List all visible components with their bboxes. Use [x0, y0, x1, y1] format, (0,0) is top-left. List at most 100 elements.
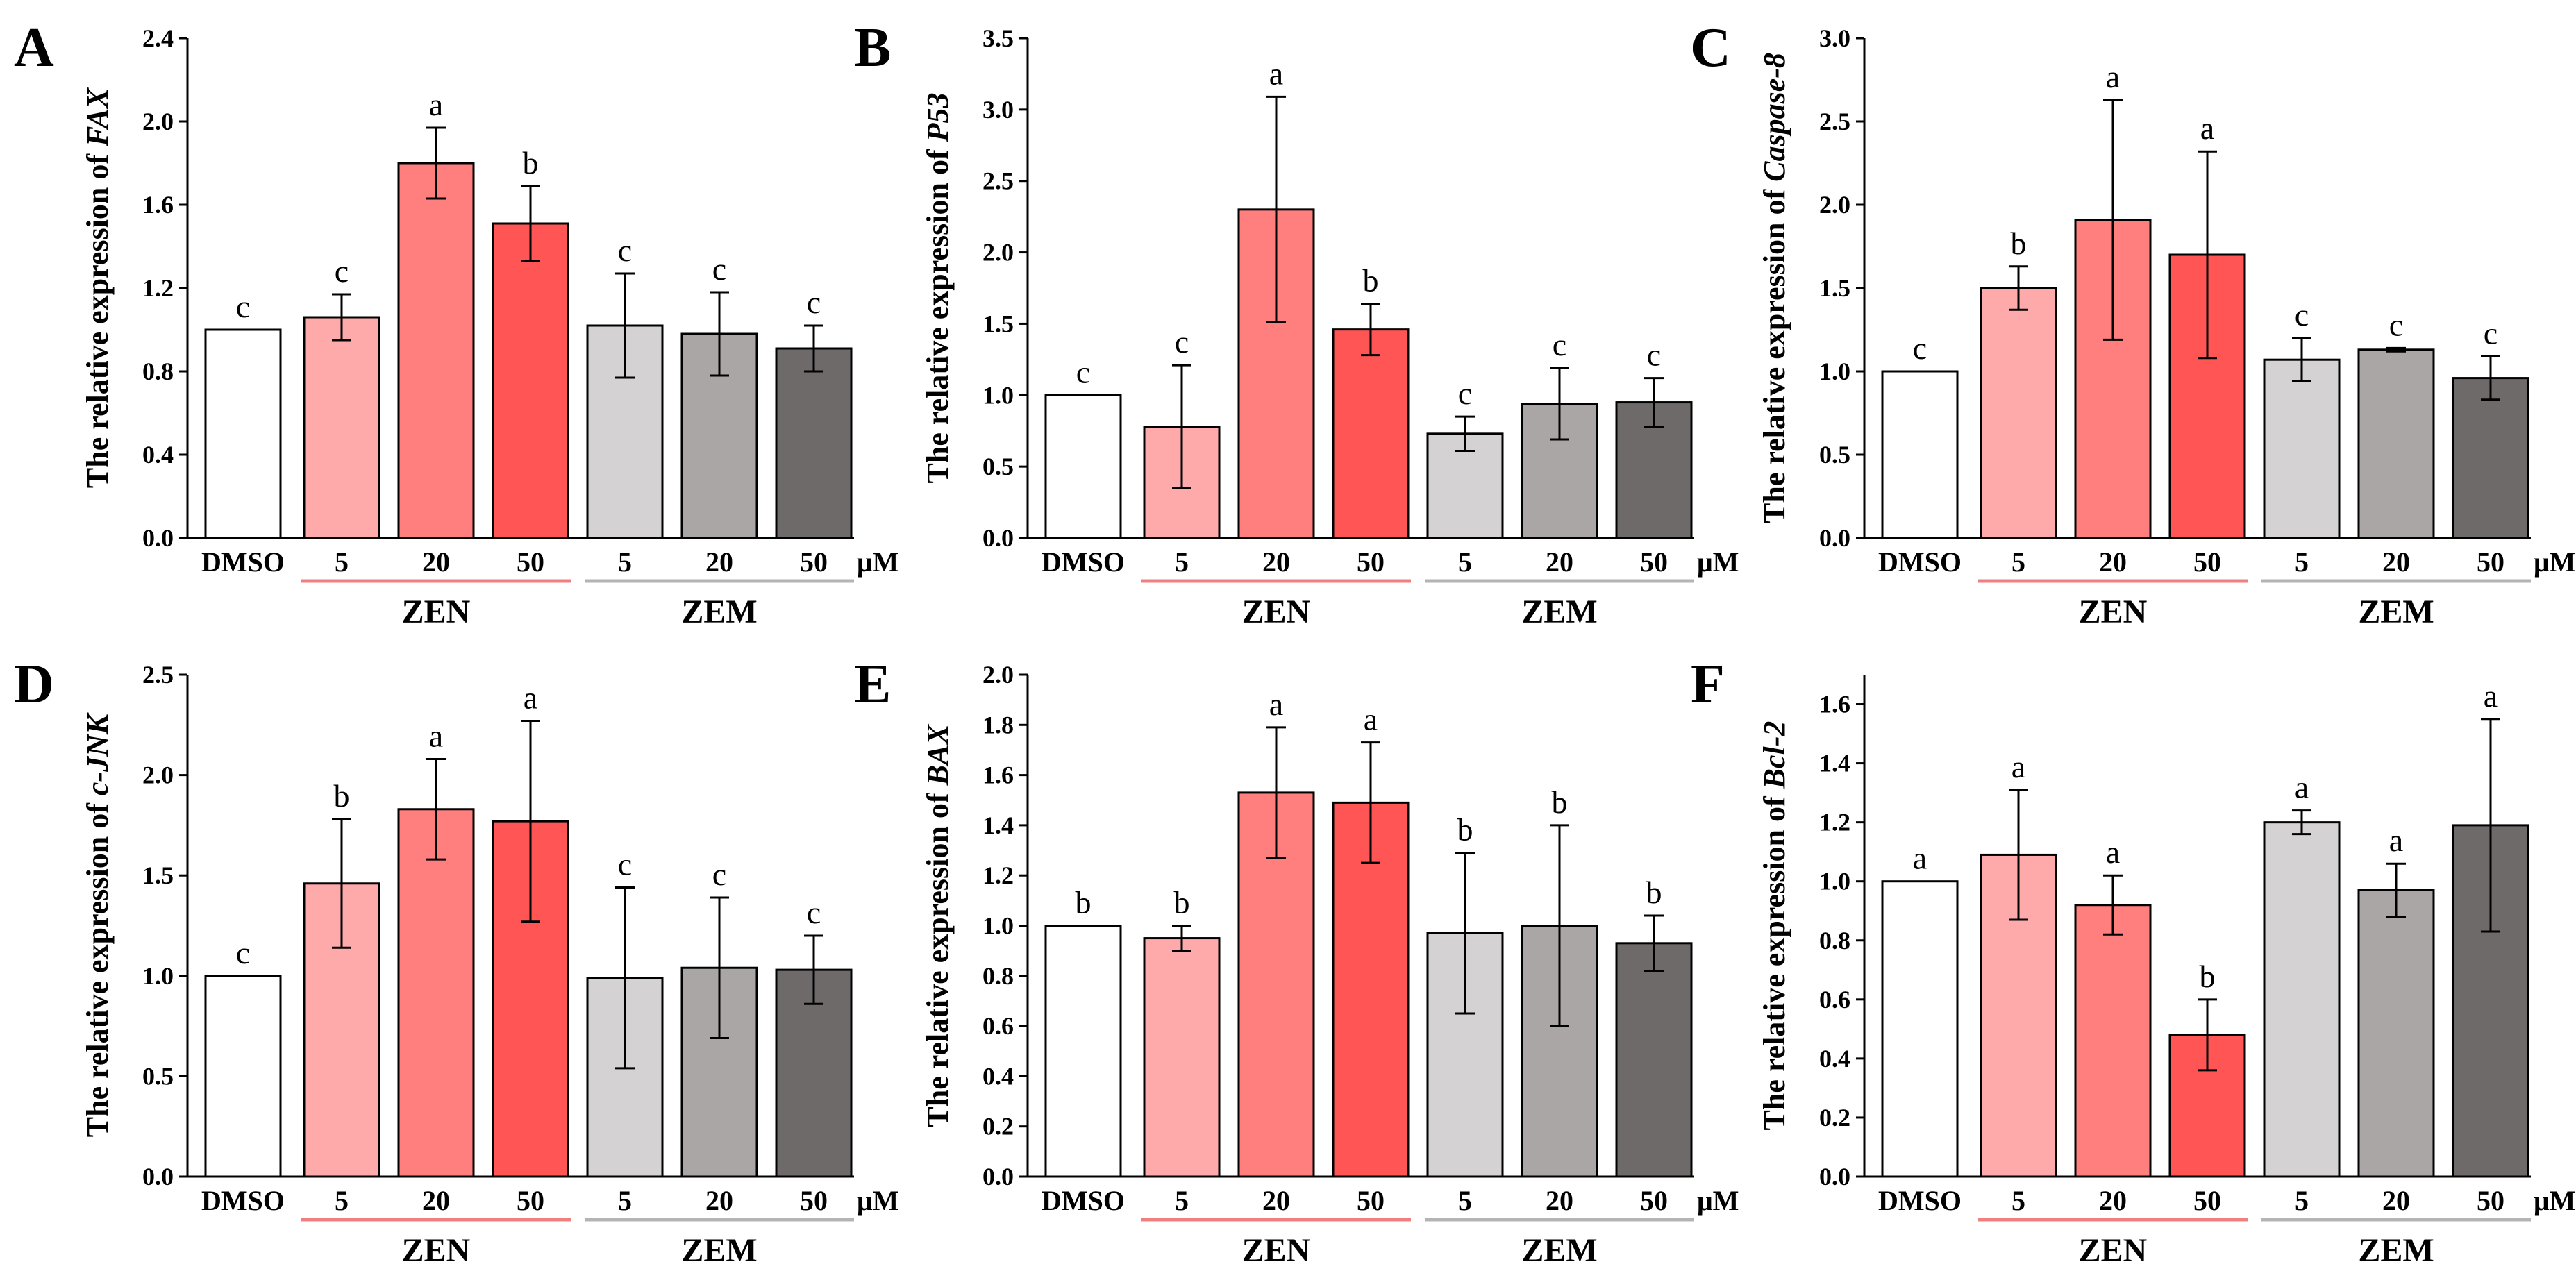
- panel-B: B The relative expression of P53 0.0 0.5 1.0…: [854, 17, 1739, 630]
- bar-dmso: [1881, 880, 1959, 1178]
- panel-letter: A: [14, 17, 54, 78]
- x-category-label: 50: [2477, 546, 2504, 578]
- y-tick-label: 0.8: [1819, 927, 1850, 954]
- y-tick-label: 2.4: [142, 24, 174, 52]
- x-category-label: 5: [618, 1185, 632, 1216]
- significance-letter: a: [2389, 823, 2403, 858]
- y-tick-label: 1.6: [1819, 691, 1850, 718]
- x-category-label: 5: [2295, 1185, 2309, 1216]
- x-category-label: 5: [2012, 1185, 2025, 1216]
- y-tick-label: 0.0: [982, 524, 1014, 552]
- y-axis-label-prefix: The relative expression of: [1757, 182, 1791, 523]
- x-category-label: 5: [2295, 546, 2309, 578]
- y-tick-label: 0.5: [1819, 441, 1850, 469]
- significance-letter: b: [1174, 885, 1190, 920]
- y-axis-label-gene: FAX: [81, 87, 115, 147]
- x-category-label: 50: [1357, 1185, 1385, 1216]
- bar-zen-50: [1332, 801, 1410, 1178]
- y-tick-label: 1.0: [1819, 357, 1850, 385]
- unit-label: μM: [1697, 1185, 1739, 1216]
- group-label-zem: ZEM: [2358, 1232, 2434, 1269]
- significance-letter: b: [1457, 812, 1473, 848]
- x-category-label: 50: [1357, 546, 1385, 578]
- bar-zem-20: [2357, 348, 2435, 539]
- bar-dmso: [1044, 925, 1122, 1178]
- significance-letter: a: [429, 718, 443, 753]
- unit-label: μM: [857, 1185, 898, 1216]
- x-category-label: 50: [800, 546, 828, 578]
- bar-zem-5: [2263, 821, 2341, 1178]
- y-axis-label-gene: Caspase-8: [1757, 53, 1791, 182]
- panel-letter: D: [14, 654, 54, 715]
- y-axis-label: The relative expression of FAX: [81, 87, 115, 488]
- bar-zen-5: [1143, 937, 1221, 1178]
- significance-letter: b: [2200, 959, 2216, 994]
- bar-dmso: [1044, 394, 1122, 539]
- y-tick-label: 2.5: [982, 167, 1014, 195]
- bar-zem-50: [1615, 942, 1693, 1178]
- significance-letter: c: [236, 935, 250, 970]
- unit-label: μM: [1697, 546, 1739, 578]
- x-category-label: 20: [2382, 546, 2410, 578]
- y-tick-label: 0.8: [982, 962, 1014, 990]
- bar-zen-5: [303, 316, 380, 539]
- x-category-label: 5: [2012, 546, 2025, 578]
- significance-letter: a: [1364, 702, 1378, 737]
- significance-letter: c: [2295, 297, 2309, 332]
- x-category-label: 20: [705, 546, 733, 578]
- y-tick-label: 2.5: [1819, 108, 1850, 135]
- y-tick-label: 0.2: [1819, 1104, 1850, 1131]
- significance-letter: b: [1363, 263, 1379, 298]
- significance-letter: b: [1076, 885, 1092, 920]
- significance-letter: c: [1553, 327, 1566, 362]
- y-tick-label: 1.0: [982, 912, 1014, 940]
- y-tick-label: 1.5: [982, 310, 1014, 337]
- group-label-zem: ZEM: [681, 593, 757, 630]
- x-category-label: 50: [2193, 1185, 2221, 1216]
- bar-zen-20: [397, 808, 475, 1178]
- significance-letter: c: [1913, 330, 1927, 366]
- significance-letter: c: [1458, 376, 1472, 411]
- bar-zen-20: [397, 162, 475, 539]
- y-tick-label: 1.0: [1819, 868, 1850, 895]
- unit-label: μM: [2534, 1185, 2575, 1216]
- x-category-label: 50: [1640, 1185, 1668, 1216]
- x-category-label: DMSO: [201, 1185, 285, 1216]
- y-tick-label: 0.4: [142, 441, 174, 469]
- y-tick-label: 1.2: [142, 274, 174, 302]
- y-tick-label: 2.0: [142, 108, 174, 135]
- significance-letter: a: [429, 87, 443, 122]
- y-tick-label: 0.4: [982, 1062, 1014, 1090]
- group-label-zem: ZEM: [1521, 1232, 1597, 1269]
- y-tick-label: 0.5: [982, 453, 1014, 480]
- y-axis-label: The relative expression of BAX: [921, 723, 955, 1127]
- y-axis-label-prefix: The relative expression of: [921, 142, 955, 483]
- y-tick-label: 0.8: [142, 357, 174, 385]
- x-category-label: 5: [335, 546, 349, 578]
- y-tick-label: 1.4: [982, 811, 1014, 839]
- y-axis-label-prefix: The relative expression of: [921, 785, 955, 1127]
- significance-letter: c: [2389, 307, 2403, 342]
- significance-letter: c: [712, 251, 726, 287]
- significance-letter: a: [524, 680, 537, 716]
- x-category-label: 20: [422, 546, 450, 578]
- panel-C: C The relative expression of Caspase-8 0.0…: [1691, 17, 2575, 630]
- x-category-label: 50: [2193, 546, 2221, 578]
- x-category-label: 20: [1262, 1185, 1290, 1216]
- y-tick-label: 1.6: [142, 191, 174, 219]
- y-tick-label: 3.0: [982, 96, 1014, 124]
- x-category-label: DMSO: [1042, 1185, 1125, 1216]
- significance-letter: a: [2012, 749, 2025, 784]
- significance-letter: c: [1647, 337, 1661, 373]
- significance-letter: c: [807, 285, 821, 320]
- y-tick-label: 0.6: [982, 1012, 1014, 1040]
- group-label-zen: ZEN: [1242, 1232, 1311, 1269]
- x-category-label: 5: [1458, 546, 1472, 578]
- y-axis-label-gene: c-JNK: [81, 712, 115, 795]
- bar-dmso: [1881, 370, 1959, 539]
- y-axis-label-prefix: The relative expression of: [1757, 789, 1791, 1130]
- bar-zem-50: [2452, 377, 2529, 539]
- significance-letter: a: [2200, 110, 2214, 146]
- group-label-zen: ZEN: [2079, 593, 2148, 630]
- y-axis-label-gene: Bcl-2: [1757, 721, 1791, 790]
